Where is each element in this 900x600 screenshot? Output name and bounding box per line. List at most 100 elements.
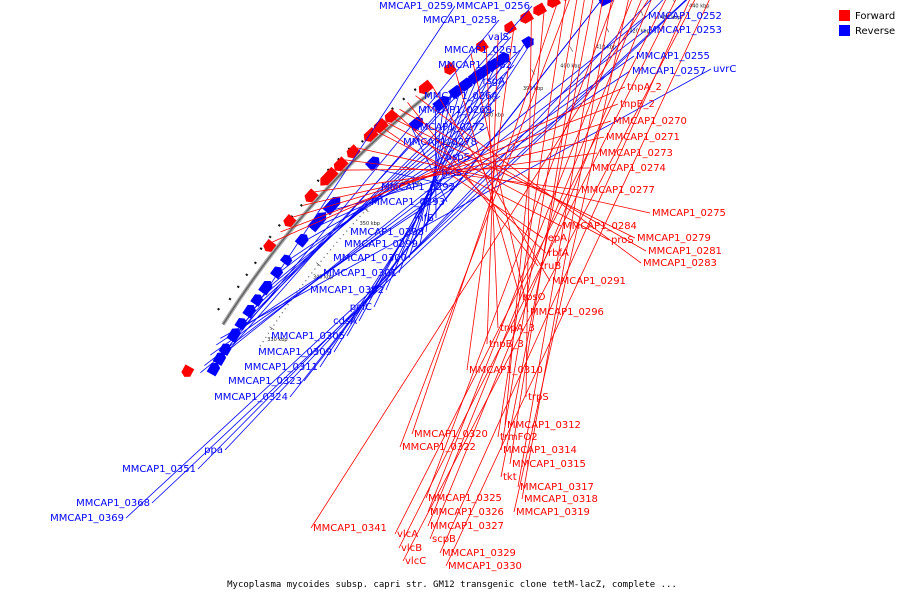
- forward-gene-label: MMCAP1_0330: [448, 561, 522, 572]
- tick-dot: [278, 316, 281, 318]
- forward-gene-label: MMCAP1_0283: [643, 258, 717, 269]
- leader-line: [368, 167, 458, 188]
- forward-gene-arrow: [283, 213, 297, 227]
- reverse-gene-label: MMCAP1_0293: [371, 197, 445, 208]
- leader-line: [390, 116, 636, 239]
- tick-mark: [269, 326, 275, 331]
- leader-line: [125, 0, 687, 519]
- forward-gene-label: MMCAP1_0273: [599, 148, 673, 159]
- tick-dot: [302, 284, 304, 286]
- tick-dot: [284, 308, 286, 310]
- leader-line: [427, 0, 632, 513]
- forward-gene-label: MMCAP1_0318: [524, 494, 598, 505]
- legend-label-reverse: Reverse: [855, 26, 895, 37]
- map-caption: Mycoplasma mycoides subsp. capri str. GM…: [227, 580, 677, 590]
- leader-line: [200, 15, 647, 373]
- leader-line: [521, 0, 612, 500]
- leader-line: [513, 0, 629, 513]
- tick-label: 370 kbp: [445, 142, 465, 148]
- forward-gene-label: MMCAP1_0284: [563, 221, 637, 232]
- reverse-gene-label: MMCAP1_0351: [122, 464, 196, 475]
- forward-gene-label: MMCAP1_0320: [414, 429, 488, 440]
- tick-dot: [265, 336, 267, 339]
- forward-gene-label: trpS: [528, 392, 549, 403]
- marker-dash: [347, 147, 351, 151]
- leader-line: [439, 0, 690, 554]
- tick-label: 350 kbp: [360, 221, 380, 227]
- reverse-gene-label: MMCAP1_0253: [648, 25, 722, 36]
- forward-gene-label: MMCAP1_0277: [581, 185, 655, 196]
- reverse-gene-label: MMCAP1_0323: [228, 376, 302, 387]
- reverse-gene-label: MMCAP1_0298: [350, 227, 424, 238]
- leader-line: [357, 147, 651, 214]
- forward-gene-arrow: [533, 2, 548, 17]
- reverse-gene-label: MMCAP1_0259: [379, 1, 453, 12]
- marker-dash: [228, 297, 232, 301]
- tick-dot: [346, 230, 348, 232]
- leader-line: [310, 0, 649, 529]
- tick-mark: [569, 46, 574, 52]
- reverse-gene-arrow: [294, 233, 309, 248]
- tick-label: 330 kbp: [267, 337, 287, 343]
- tick-label: 390 kbp: [523, 86, 543, 92]
- forward-gene-arrow: [443, 61, 457, 76]
- leader-line: [504, 6, 545, 426]
- forward-gene-label: MMCAP1_0326: [430, 507, 504, 518]
- reverse-gene-arrow: [258, 280, 273, 296]
- leader-line: [298, 141, 480, 245]
- leader-line: [399, 108, 647, 252]
- tick-dot: [323, 256, 325, 259]
- tick-dot: [362, 212, 365, 214]
- tick-label: 360 kbp: [401, 180, 421, 186]
- marker-dash: [316, 179, 320, 183]
- leader-line: [430, 83, 551, 282]
- reverse-gene-label: ppa: [204, 445, 223, 456]
- forward-gene-label: MMCAP1_0296: [530, 307, 604, 318]
- tick-dot: [329, 249, 332, 251]
- reverse-gene-label: rsgA: [482, 76, 505, 87]
- tick-label: 400 kbp: [560, 64, 580, 70]
- leader-line: [380, 125, 544, 239]
- forward-gene-label: MMCAP1_0291: [552, 276, 626, 287]
- tick-mark: [315, 262, 322, 267]
- forward-gene-arrow: [563, 0, 568, 1]
- forward-gene-label: MMCAP1_0329: [442, 548, 516, 559]
- leader-line: [525, 14, 532, 398]
- marker-dash: [277, 223, 281, 227]
- forward-gene-label: lepA: [545, 233, 567, 244]
- forward-gene-arrow: [263, 238, 277, 252]
- forward-gene-label: MMCAP1_0271: [606, 132, 680, 143]
- marker-dash: [245, 273, 249, 277]
- legend-swatch-reverse: [839, 25, 850, 36]
- forward-gene-arrow: [520, 10, 534, 24]
- tick-dot: [359, 215, 361, 218]
- forward-gene-label: MMCAP1_0325: [428, 493, 502, 504]
- tick-layer: 330 kbp 340 kbp 350 kbp 360 kbp 370 kbp 380 k…: [217, 0, 737, 347]
- forward-gene-label: MMCAP1_0312: [507, 420, 581, 431]
- leader-line: [238, 49, 521, 329]
- reverse-gene-arrow: [458, 77, 473, 92]
- forward-gene-arrow: [304, 188, 319, 203]
- tick-mark: [673, 0, 675, 3]
- tick-dot: [311, 272, 313, 274]
- tick-dot: [342, 234, 345, 236]
- leader-line: [398, 0, 677, 549]
- leader-line: [334, 167, 591, 171]
- tick-dot: [287, 303, 289, 306]
- reverse-gene-arrow: [521, 36, 534, 49]
- tick-dot: [273, 324, 275, 326]
- marker-dash: [337, 157, 341, 161]
- forward-gene-arrow: [373, 117, 389, 133]
- leader-line: [395, 112, 547, 254]
- leader-line: [425, 0, 615, 499]
- leader-line: [411, 127, 448, 203]
- leader-line: [216, 70, 631, 346]
- tick-dot: [326, 252, 329, 255]
- tick-dot: [262, 340, 264, 343]
- reverse-gene-label: MMCAP1_0305: [271, 331, 345, 342]
- reverse-gene-label: MMCAP1_0368: [76, 498, 150, 509]
- tick-mark: [363, 207, 369, 213]
- reverse-gene-label: MMCAP1_0299: [344, 239, 418, 250]
- forward-gene-label: rbfA: [548, 248, 569, 259]
- leader-line: [358, 61, 499, 322]
